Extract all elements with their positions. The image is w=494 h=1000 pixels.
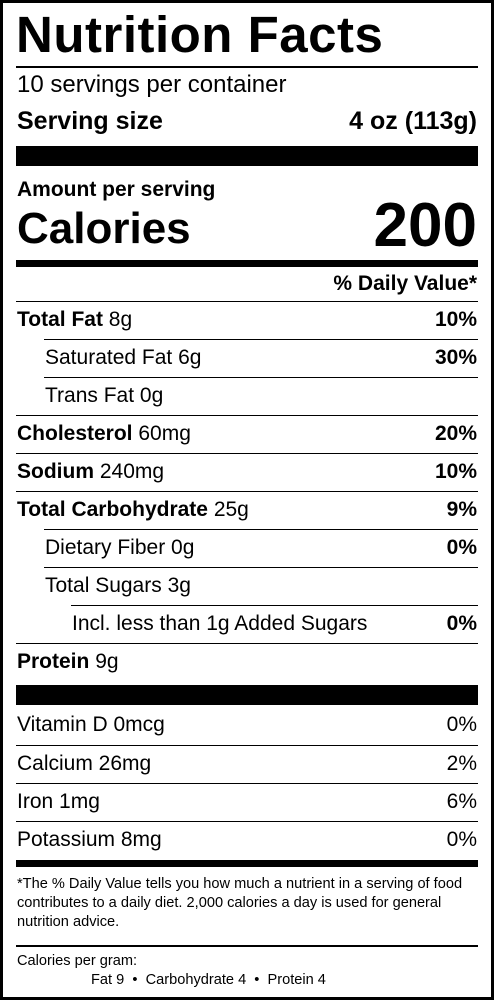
divider bbox=[16, 66, 478, 68]
vitamin-label: Iron 1mg bbox=[17, 790, 100, 813]
vitamin-dv: 0% bbox=[446, 828, 477, 851]
nutrient-amount: 8g bbox=[108, 308, 133, 331]
nutrient-row-saturated-fat: Saturated Fat 6g 30% bbox=[44, 339, 478, 377]
calories-per-gram-label: Calories per gram: bbox=[17, 953, 138, 969]
nutrient-row-total-fat: Total Fat 8g 10% bbox=[16, 301, 478, 339]
nutrient-name: Trans Fat bbox=[45, 384, 135, 407]
nutrient-amount: 6g bbox=[178, 346, 202, 369]
label-content: Nutrition Facts 10 servings per containe… bbox=[16, 3, 478, 997]
vitamin-row-iron: Iron 1mg 6% bbox=[16, 783, 478, 821]
nutrient-amount: 60mg bbox=[138, 422, 191, 445]
nutrient-amount: 3g bbox=[167, 574, 191, 597]
nutrient-name: Sodium bbox=[17, 460, 94, 483]
nutrient-row-trans-fat: Trans Fat 0g bbox=[44, 377, 478, 415]
nutrient-row-sodium: Sodium 240mg 10% bbox=[16, 453, 478, 491]
nutrient-amount: 9g bbox=[95, 650, 119, 673]
nutrient-amount: 240mg bbox=[99, 460, 165, 483]
vitamin-row-vitamin-d: Vitamin D 0mcg 0% bbox=[16, 707, 478, 745]
calories-label: Calories bbox=[17, 204, 191, 253]
vitamin-row-potassium: Potassium 8mg 0% bbox=[16, 821, 478, 859]
vitamin-label: Vitamin D 0mcg bbox=[17, 713, 165, 736]
divider bbox=[16, 945, 478, 947]
medium-divider bbox=[16, 260, 478, 267]
nutrient-dv: 0% bbox=[446, 612, 477, 635]
nutrient-name: Cholesterol bbox=[17, 422, 133, 445]
thick-divider bbox=[16, 146, 478, 166]
daily-value-footnote: *The % Daily Value tells you how much a … bbox=[17, 876, 463, 930]
nutrient-dv: 30% bbox=[434, 346, 477, 369]
nutrient-name: Saturated Fat bbox=[45, 346, 173, 369]
vitamin-row-calcium: Calcium 26mg 2% bbox=[16, 745, 478, 783]
vitamin-label: Calcium 26mg bbox=[17, 752, 152, 775]
nutrient-amount: 25g bbox=[213, 498, 249, 521]
nutrient-dv: 0% bbox=[446, 536, 477, 559]
nutrient-row-total-sugars: Total Sugars 3g bbox=[44, 567, 478, 605]
nutrient-row-protein: Protein 9g bbox=[16, 643, 478, 681]
serving-size-value: 4 oz (113g) bbox=[349, 107, 477, 135]
nutrient-dv: 20% bbox=[434, 422, 477, 445]
nutrient-name: Total Fat bbox=[17, 308, 103, 331]
medium-divider bbox=[16, 860, 478, 867]
nutrient-name: Total Sugars bbox=[45, 574, 162, 597]
servings-per-container: 10 servings per container bbox=[17, 71, 287, 98]
thick-divider bbox=[16, 685, 478, 705]
nutrient-amount: 0g bbox=[171, 536, 195, 559]
nutrient-row-cholesterol: Cholesterol 60mg 20% bbox=[16, 415, 478, 453]
vitamin-label: Potassium 8mg bbox=[17, 828, 162, 851]
label-title: Nutrition Facts bbox=[16, 6, 384, 63]
nutrient-row-dietary-fiber: Dietary Fiber 0g 0% bbox=[44, 529, 478, 567]
nutrient-name: Incl. less than 1g Added Sugars bbox=[72, 612, 368, 635]
nutrient-dv: 10% bbox=[434, 308, 477, 331]
nutrient-row-added-sugars: Incl. less than 1g Added Sugars 0% bbox=[71, 605, 478, 643]
calories-value: 200 bbox=[373, 191, 477, 260]
nutrient-dv: 9% bbox=[446, 498, 477, 521]
nutrient-row-total-carbohydrate: Total Carbohydrate 25g 9% bbox=[16, 491, 478, 529]
nutrient-name: Total Carbohydrate bbox=[17, 498, 208, 521]
calories-per-gram-values: Fat 9 • Carbohydrate 4 • Protein 4 bbox=[91, 972, 326, 988]
vitamin-dv: 0% bbox=[446, 713, 477, 736]
vitamin-dv: 6% bbox=[446, 790, 477, 813]
nutrient-dv: 10% bbox=[434, 460, 477, 483]
nutrient-amount: 0g bbox=[139, 384, 164, 407]
nutrient-name: Protein bbox=[17, 650, 90, 673]
daily-value-header: % Daily Value* bbox=[333, 272, 477, 295]
nutrient-name: Dietary Fiber bbox=[45, 536, 166, 559]
amount-per-serving: Amount per serving bbox=[17, 178, 216, 201]
serving-size-label: Serving size bbox=[17, 107, 163, 135]
vitamin-dv: 2% bbox=[446, 752, 477, 775]
